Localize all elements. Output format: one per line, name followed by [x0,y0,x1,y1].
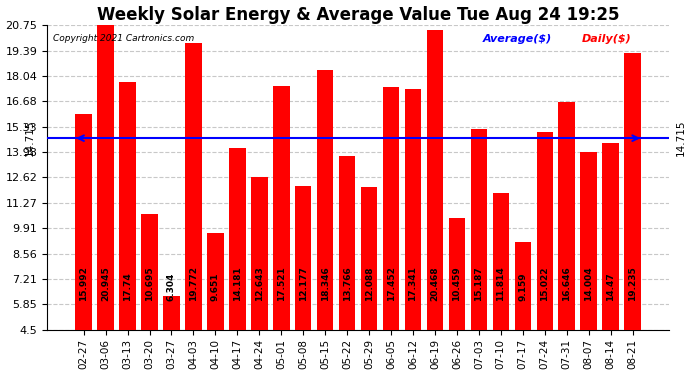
Bar [295,186,311,375]
Bar [229,148,246,375]
Text: 19.235: 19.235 [628,267,637,302]
Text: Daily($): Daily($) [582,34,632,44]
Bar [207,233,224,375]
Text: 20.468: 20.468 [431,267,440,302]
Text: 15.992: 15.992 [79,267,88,302]
Bar [164,296,179,375]
Bar [448,218,465,375]
Bar [339,156,355,375]
Bar [580,152,597,375]
Text: 14.181: 14.181 [233,267,242,302]
Bar [317,70,333,375]
Text: 6.304: 6.304 [167,273,176,302]
Bar [141,213,158,375]
Bar [537,132,553,375]
Bar [119,81,136,375]
Bar [273,86,290,375]
Text: 17.521: 17.521 [277,267,286,302]
Text: 12.643: 12.643 [255,267,264,302]
Bar [383,87,400,375]
Text: Copyright 2021 Cartronics.com: Copyright 2021 Cartronics.com [53,34,195,43]
Bar [361,188,377,375]
Text: 15.022: 15.022 [540,267,549,302]
Text: 12.088: 12.088 [364,267,373,302]
Bar [75,114,92,375]
Text: 17.341: 17.341 [408,267,417,302]
Text: 16.646: 16.646 [562,267,571,302]
Text: 15.187: 15.187 [475,267,484,302]
Text: 14.715: 14.715 [676,120,685,156]
Bar [602,143,619,375]
Bar [405,89,422,375]
Text: 11.814: 11.814 [496,267,505,302]
Bar [624,54,641,375]
Title: Weekly Solar Energy & Average Value Tue Aug 24 19:25: Weekly Solar Energy & Average Value Tue … [97,6,620,24]
Text: 9.651: 9.651 [211,273,220,302]
Bar [558,102,575,375]
Text: 14.47: 14.47 [606,273,615,302]
Text: 10.459: 10.459 [453,267,462,302]
Bar [251,177,268,375]
Bar [426,30,443,375]
Bar [515,242,531,375]
Text: 20.945: 20.945 [101,267,110,302]
Text: 13.766: 13.766 [343,267,352,302]
Text: Average($): Average($) [482,34,552,44]
Bar [471,129,487,375]
Text: 9.159: 9.159 [518,273,527,302]
Text: 17.74: 17.74 [123,273,132,302]
Text: 12.177: 12.177 [299,267,308,302]
Text: 14.004: 14.004 [584,267,593,302]
Bar [97,21,114,375]
Text: 14.715: 14.715 [25,120,34,156]
Text: 19.772: 19.772 [189,267,198,302]
Text: 10.695: 10.695 [145,267,154,302]
Bar [493,192,509,375]
Bar [185,44,201,375]
Text: 18.346: 18.346 [321,267,330,302]
Text: 17.452: 17.452 [386,267,395,302]
